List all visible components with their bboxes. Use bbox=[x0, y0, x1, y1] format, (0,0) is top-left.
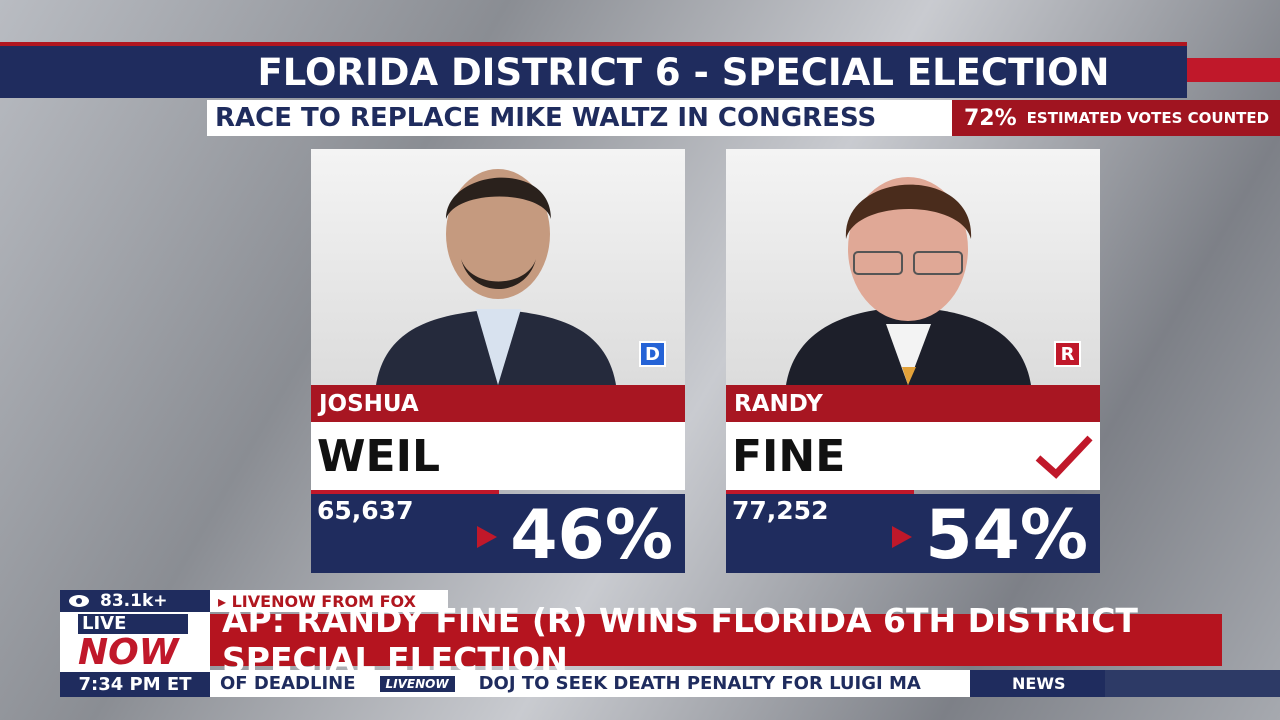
clock: 7:34 PM ET bbox=[60, 672, 210, 697]
accent-bar bbox=[311, 490, 499, 494]
headline: AP: RANDY FINE (R) WINS FLORIDA 6TH DIST… bbox=[210, 601, 1222, 679]
photo-placeholder bbox=[376, 169, 616, 385]
last-name: FINE bbox=[726, 422, 1100, 490]
candidate-card: D JOSHUA WEIL 65,637 46% bbox=[311, 149, 685, 575]
ticker-end bbox=[1105, 670, 1280, 697]
result-box: 77,252 54% bbox=[726, 494, 1100, 575]
result-box: 65,637 46% bbox=[311, 494, 685, 575]
subtitle: RACE TO REPLACE MIKE WALTZ IN CONGRESS bbox=[207, 100, 952, 136]
title-bar: FLORIDA DISTRICT 6 - SPECIAL ELECTION bbox=[0, 42, 1187, 98]
logo-bottom: NOW bbox=[78, 632, 179, 673]
percent: 46% bbox=[510, 496, 673, 575]
winner-check bbox=[1035, 435, 1093, 479]
percent: 54% bbox=[925, 496, 1088, 575]
accent-bar bbox=[726, 490, 914, 494]
candidate-photo: D bbox=[311, 149, 685, 385]
arrow bbox=[892, 526, 912, 548]
accent bbox=[1187, 58, 1280, 82]
title: FLORIDA DISTRICT 6 - SPECIAL ELECTION bbox=[257, 50, 1110, 94]
candidate-card: R RANDY FINE 77,252 54% bbox=[726, 149, 1100, 575]
candidate-photo: R bbox=[726, 149, 1100, 385]
logo-top: LIVE bbox=[78, 614, 188, 634]
first-name: RANDY bbox=[726, 385, 1100, 422]
counted-percent: 72% bbox=[964, 105, 1017, 131]
viewers: 83.1k+ bbox=[100, 591, 168, 611]
party-badge: D bbox=[639, 341, 666, 367]
livenow-logo: LIVE NOW bbox=[60, 612, 210, 673]
logo-top: LIVE bbox=[385, 676, 416, 691]
crawl-item: OF DEADLINE bbox=[220, 673, 356, 694]
viewer-count: 83.1k+ bbox=[60, 590, 210, 612]
last-name: WEIL bbox=[311, 422, 685, 490]
crawl-logo: LIVENOW bbox=[379, 675, 455, 692]
votes: 77,252 bbox=[732, 496, 829, 525]
votes-counted: 72% ESTIMATED VOTES COUNTED bbox=[952, 100, 1280, 136]
counted-label: ESTIMATED VOTES COUNTED bbox=[1026, 109, 1270, 127]
eye-icon bbox=[69, 595, 89, 607]
source: ▸ LIVENOW FROM FOX bbox=[210, 590, 448, 612]
crawl-item: DOJ TO SEEK DEATH PENALTY FOR LUIGI MA bbox=[478, 673, 921, 694]
photo-placeholder bbox=[786, 177, 1031, 385]
source-text: LIVENOW FROM FOX bbox=[231, 591, 416, 611]
arrow bbox=[477, 526, 497, 548]
party-badge: R bbox=[1054, 341, 1081, 367]
first-name: JOSHUA bbox=[311, 385, 685, 422]
crawl: OF DEADLINE LIVENOW DOJ TO SEEK DEATH PE… bbox=[210, 670, 970, 697]
votes: 65,637 bbox=[317, 496, 414, 525]
section: NEWS bbox=[970, 670, 1105, 697]
logo-bottom: NOW bbox=[415, 676, 449, 691]
